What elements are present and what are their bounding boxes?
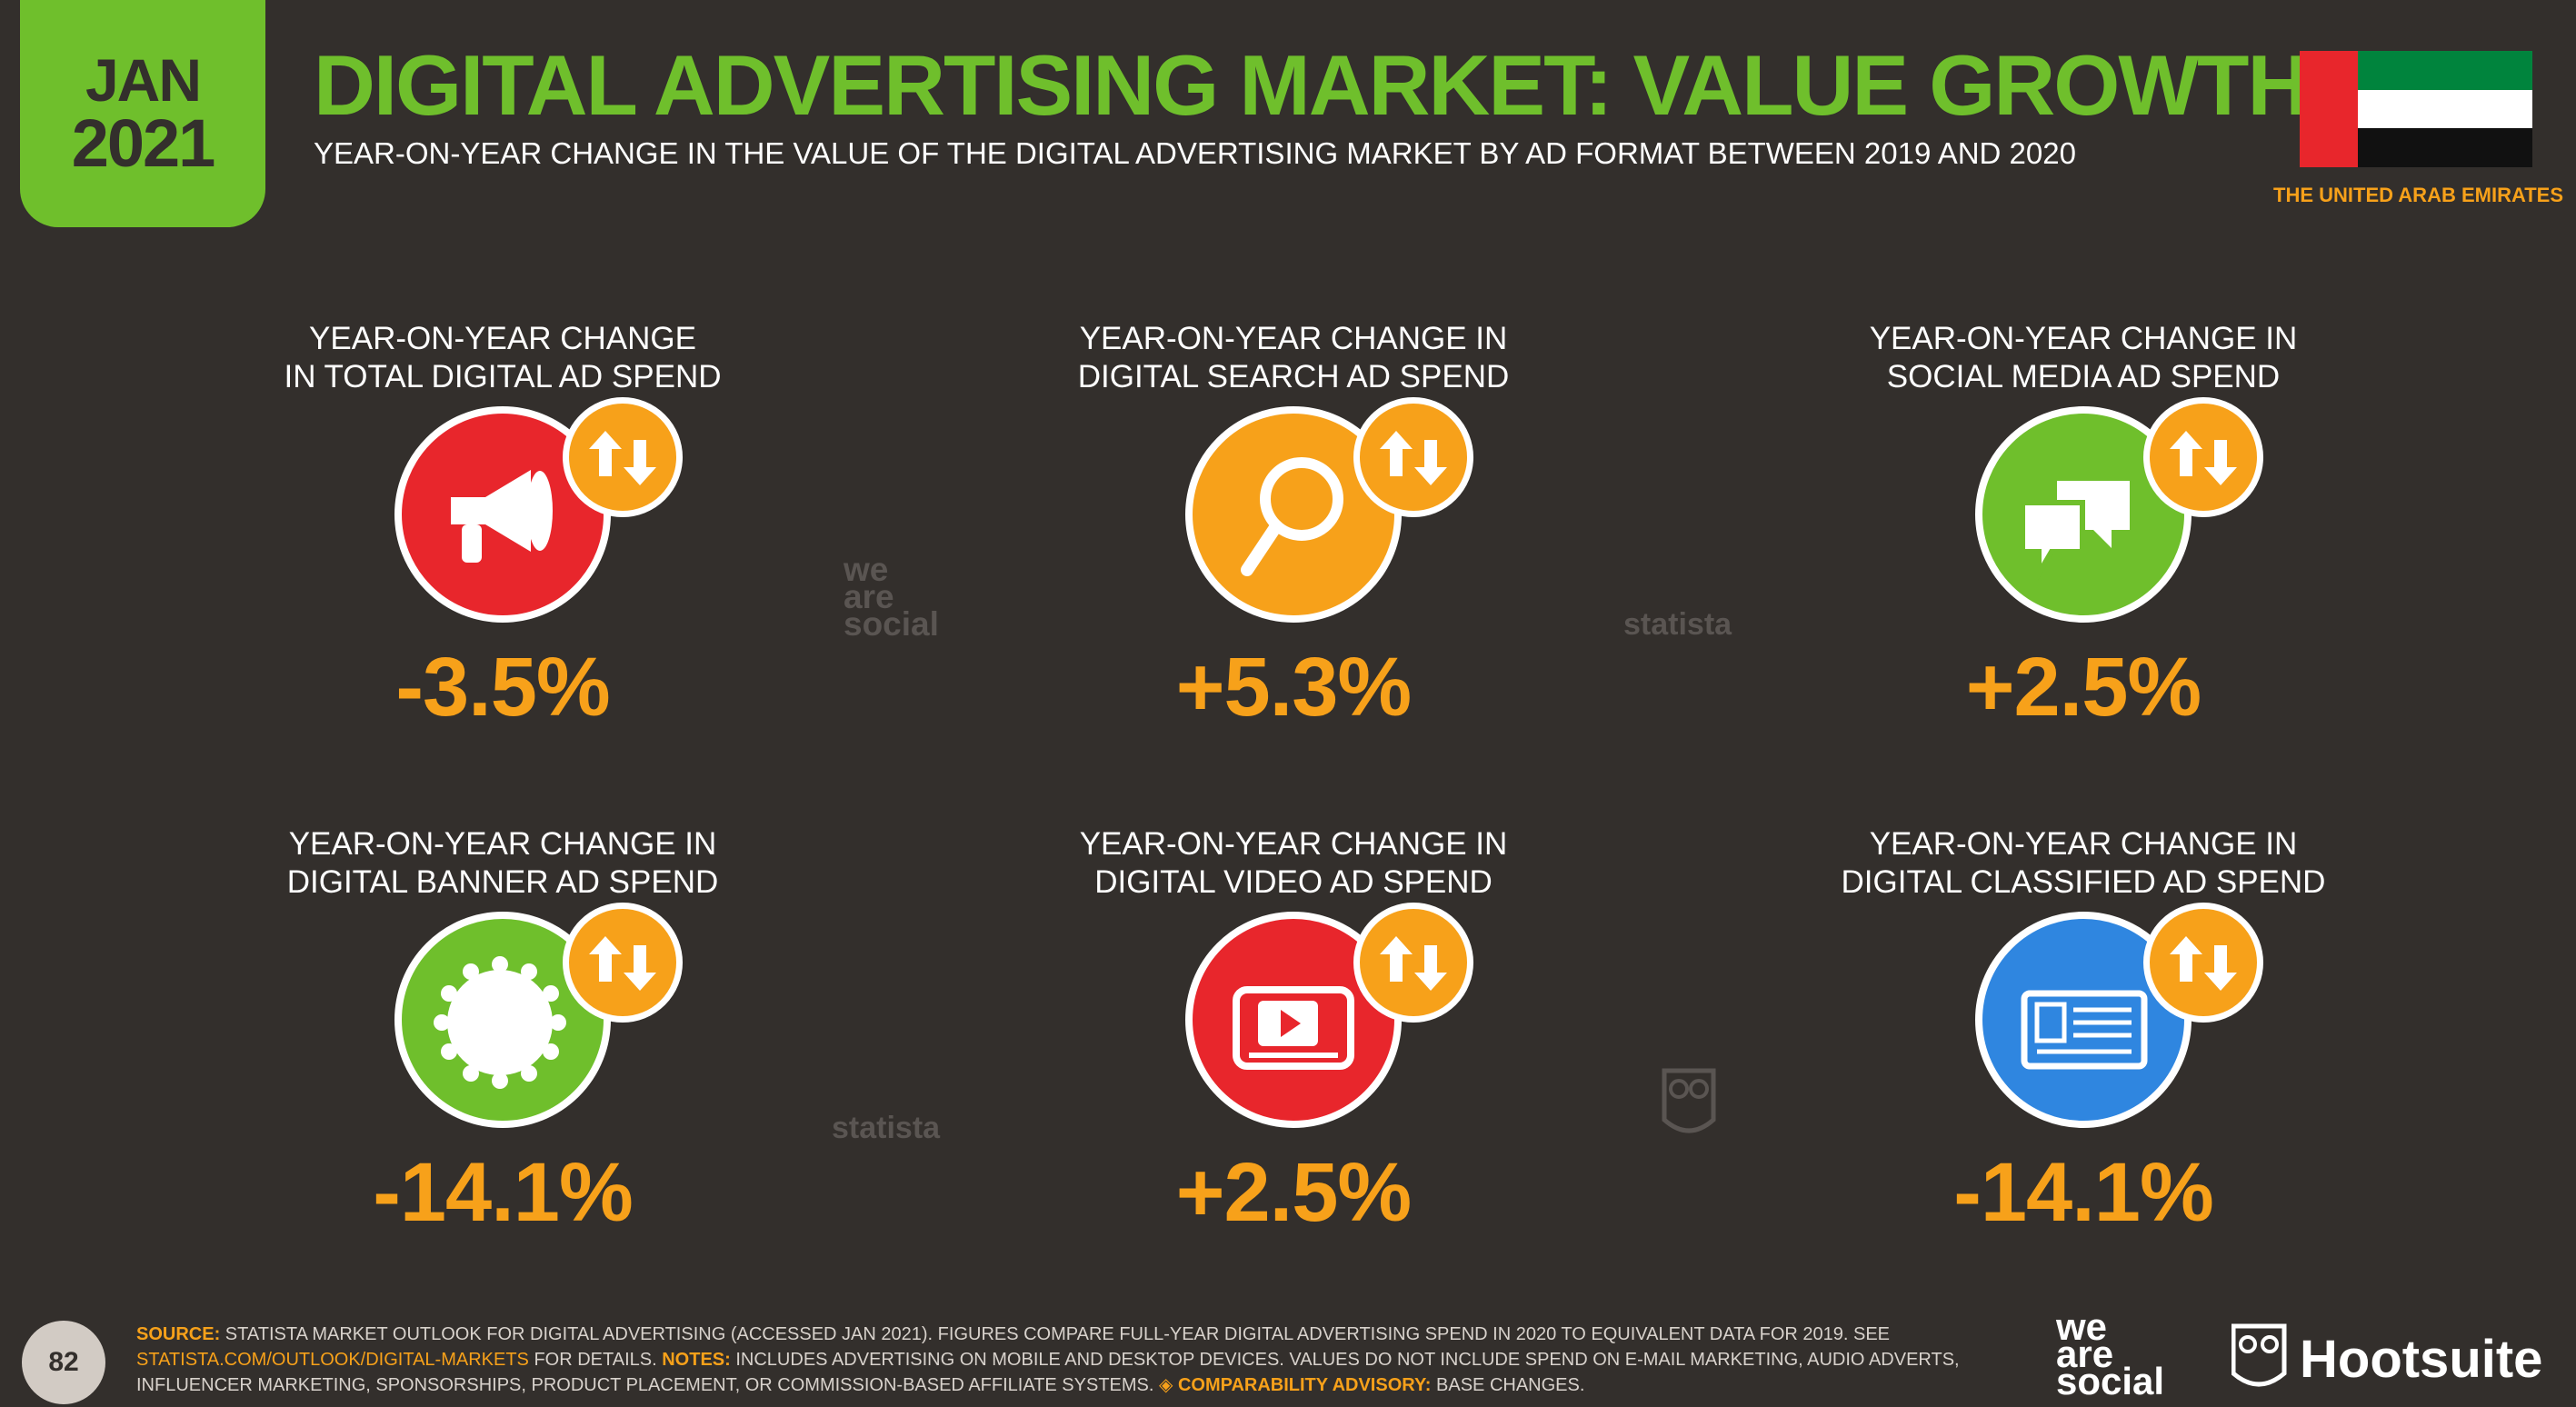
details-text: FOR DETAILS. [534,1350,657,1370]
card-label-line2: SOCIAL MEDIA AD SPEND [1886,359,2281,394]
card-value: -14.1% [373,1146,634,1239]
watermark-we: we [844,551,889,588]
card-label-line1: YEAR-ON-YEAR CHANGE IN [1079,321,1508,356]
hootsuite-logo-text: Hootsuite [2300,1330,2543,1389]
source-link[interactable]: STATISTA.COM/OUTLOOK/DIGITAL-MARKETS [136,1350,529,1370]
card-label-line1: YEAR-ON-YEAR CHANGE IN [1869,321,2298,356]
chat-bubbles-icon [2020,481,2130,584]
page-subtitle: YEAR-ON-YEAR CHANGE IN THE VALUE OF THE … [314,136,2076,170]
card-value: -3.5% [395,641,610,733]
page-number: 82 [22,1321,105,1404]
up-down-arrows-icon [2170,936,2237,991]
card-value: -14.1% [1953,1146,2214,1239]
watermark-statista: statista [832,1111,941,1145]
card-banner-ad-spend: YEAR-ON-YEAR CHANGE IN DIGITAL BANNER AD… [212,825,794,1298]
card-label-line2: IN TOTAL DIGITAL AD SPEND [284,359,722,394]
card-label-line2: DIGITAL CLASSIFIED AD SPEND [1841,864,2326,900]
card-label: YEAR-ON-YEAR CHANGE IN DIGITAL VIDEO AD … [1003,825,1584,902]
card-value: +5.3% [1175,641,1412,733]
source-text: STATISTA MARKET OUTLOOK FOR DIGITAL ADVE… [225,1324,1849,1344]
megaphone-icon [451,470,553,563]
date-month: JAN [85,46,202,114]
card-social-media-ad-spend: YEAR-ON-YEAR CHANGE IN SOCIAL MEDIA AD S… [1792,320,2374,793]
magnifier-icon [1241,457,1343,576]
card-label: YEAR-ON-YEAR CHANGE IN SOCIAL MEDIA AD S… [1792,320,2374,396]
date-year: 2021 [71,105,216,181]
up-down-arrows-icon [2170,431,2237,485]
country-label: THE UNITED ARAB EMIRATES [2273,184,2563,206]
page-title: DIGITAL ADVERTISING MARKET: VALUE GROWTH [314,37,2309,133]
card-label-line1: YEAR-ON-YEAR CHANGE IN [288,826,717,862]
change-badge [2143,397,2263,517]
change-badge [2143,903,2263,1023]
brand-are: are [2056,1332,2114,1375]
watermark-statista: statista [1623,607,1732,642]
card-label-line2: DIGITAL SEARCH AD SPEND [1077,359,1510,394]
up-down-arrows-icon [589,431,656,485]
watermark-are: are [844,578,894,615]
card-search-ad-spend: YEAR-ON-YEAR CHANGE IN DIGITAL SEARCH AD… [1003,320,1584,793]
owl-watermark-icon [1662,1068,1716,1133]
see-text: SEE [1852,1324,1891,1344]
date-badge: JAN 2021 [20,0,265,227]
card-classified-ad-spend: YEAR-ON-YEAR CHANGE IN DIGITAL CLASSIFIE… [1792,825,2374,1298]
card-label-line1: YEAR-ON-YEAR CHANGE IN [1869,826,2298,862]
card-total-digital-ad-spend: YEAR-ON-YEAR CHANGE IN TOTAL DIGITAL AD … [212,320,794,793]
advisory-text: BASE CHANGES. [1436,1375,1585,1395]
brand-social: social [2056,1360,2165,1402]
notes-text: INCLUDES ADVERTISING ON MOBILE AND DESKT… [136,1350,1960,1395]
watermark-social: social [844,605,939,643]
change-badge [563,397,683,517]
card-label-line1: YEAR-ON-YEAR CHANGE IN [1079,826,1508,862]
card-label-line2: DIGITAL VIDEO AD SPEND [1094,864,1493,900]
watermark-we-are-social: we are social [844,551,939,643]
card-label: YEAR-ON-YEAR CHANGE IN DIGITAL SEARCH AD… [1003,320,1584,396]
card-label: YEAR-ON-YEAR CHANGE IN DIGITAL BANNER AD… [212,825,794,902]
banner-seal-icon [434,956,566,1089]
change-badge [563,903,683,1023]
card-label-line2: DIGITAL BANNER AD SPEND [286,864,719,900]
footer-notes: SOURCE: STATISTA MARKET OUTLOOK FOR DIGI… [136,1322,2027,1398]
uae-flag-icon [2300,51,2532,167]
up-down-arrows-icon [1380,431,1447,485]
card-label-line1: YEAR-ON-YEAR CHANGE [309,321,696,356]
change-badge [1353,397,1473,517]
up-down-arrows-icon [1380,936,1447,991]
card-label: YEAR-ON-YEAR CHANGE IN DIGITAL CLASSIFIE… [1792,825,2374,902]
hootsuite-owl-icon [2232,1323,2287,1387]
source-label: SOURCE: [136,1324,221,1344]
card-video-ad-spend: YEAR-ON-YEAR CHANGE IN DIGITAL VIDEO AD … [1003,825,1584,1298]
we-are-social-logo: we are social [2056,1305,2165,1402]
up-down-arrows-icon [589,936,656,991]
card-value: +2.5% [1175,1146,1412,1239]
video-player-icon [1233,986,1354,1070]
change-badge [1353,903,1473,1023]
brand-we: we [2056,1305,2108,1348]
card-label: YEAR-ON-YEAR CHANGE IN TOTAL DIGITAL AD … [212,320,794,396]
classified-listing-icon [2021,990,2148,1070]
advisory-label: ◈ COMPARABILITY ADVISORY: [1159,1375,1432,1395]
notes-label: NOTES: [662,1350,731,1370]
card-value: +2.5% [1965,641,2202,733]
